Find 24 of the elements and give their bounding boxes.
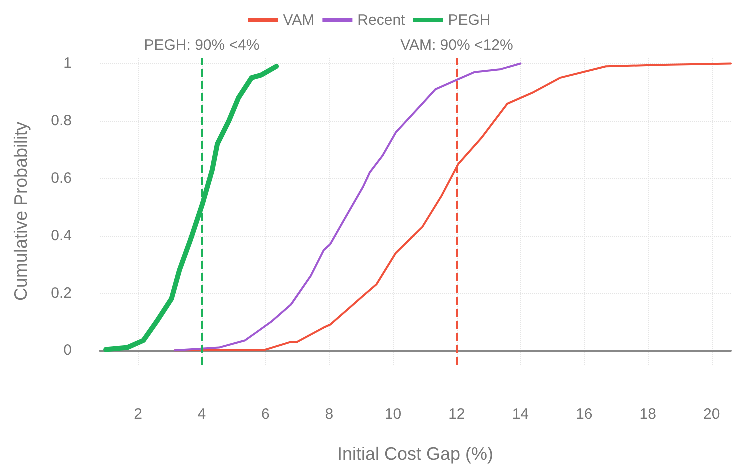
- x-tick-label: 10: [384, 406, 402, 423]
- x-tick-label: 4: [198, 406, 206, 423]
- line-series: [174, 62, 522, 352]
- x-tick-label: 18: [640, 406, 656, 423]
- y-tick-label: 0: [64, 342, 72, 360]
- y-axis-title: Cumulative Probability: [11, 122, 31, 302]
- x-tick-label: 14: [512, 406, 530, 423]
- legend-label: PEGH: [448, 12, 491, 29]
- x-tick-label: 12: [448, 406, 466, 423]
- y-tick-label: 0.4: [51, 227, 72, 244]
- legend-label: VAM: [283, 12, 315, 29]
- x-tick-label: 16: [576, 406, 593, 423]
- y-tick-label: 1: [64, 55, 72, 72]
- x-tick-label: 20: [704, 406, 720, 423]
- x-tick-label: 2: [134, 406, 142, 423]
- legend-label: Recent: [358, 12, 406, 29]
- x-tick-label: 6: [262, 406, 270, 423]
- ref-line-label: VAM: 90% <12%: [400, 37, 514, 54]
- y-tick-label: 0.6: [51, 170, 72, 188]
- x-axis-title: Initial Cost Gap (%): [337, 444, 494, 464]
- y-tick-label: 0.8: [51, 112, 72, 130]
- y-tick-label: 0.2: [51, 284, 72, 302]
- ref-line-label: PEGH: 90% <4%: [144, 37, 260, 54]
- x-tick-label: 8: [325, 406, 334, 423]
